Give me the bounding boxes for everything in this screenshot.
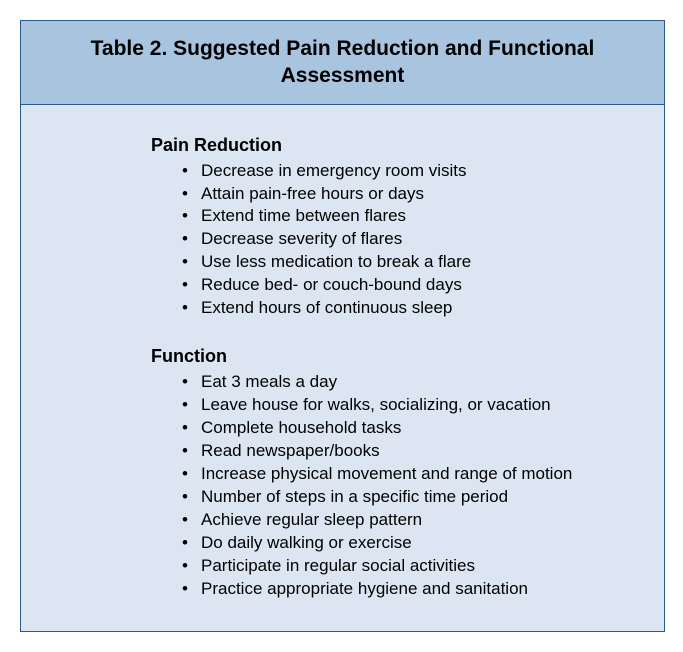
bullet-icon: • — [151, 555, 201, 578]
item-text: Practice appropriate hygiene and sanitat… — [201, 578, 644, 601]
list-item: •Practice appropriate hygiene and sanita… — [151, 578, 644, 601]
list-item: •Extend hours of continuous sleep — [151, 297, 644, 320]
item-text: Read newspaper/books — [201, 440, 644, 463]
assessment-table: Table 2. Suggested Pain Reduction and Fu… — [20, 20, 665, 632]
bullet-icon: • — [151, 160, 201, 183]
item-text: Attain pain-free hours or days — [201, 183, 644, 206]
bullet-icon: • — [151, 463, 201, 486]
item-text: Use less medication to break a flare — [201, 251, 644, 274]
bullet-icon: • — [151, 440, 201, 463]
list-item: •Attain pain-free hours or days — [151, 183, 644, 206]
item-text: Increase physical movement and range of … — [201, 463, 644, 486]
item-text: Do daily walking or exercise — [201, 532, 644, 555]
bullet-icon: • — [151, 371, 201, 394]
bullet-icon: • — [151, 394, 201, 417]
bullet-icon: • — [151, 251, 201, 274]
item-text: Extend time between flares — [201, 205, 644, 228]
bullet-icon: • — [151, 578, 201, 601]
bullet-icon: • — [151, 205, 201, 228]
bullet-icon: • — [151, 417, 201, 440]
section-function: Function •Eat 3 meals a day •Leave house… — [151, 346, 644, 600]
list-item: •Extend time between flares — [151, 205, 644, 228]
list-item: •Do daily walking or exercise — [151, 532, 644, 555]
item-text: Achieve regular sleep pattern — [201, 509, 644, 532]
item-text: Reduce bed- or couch-bound days — [201, 274, 644, 297]
section-pain-reduction: Pain Reduction •Decrease in emergency ro… — [151, 135, 644, 321]
item-text: Number of steps in a specific time perio… — [201, 486, 644, 509]
list-item: •Decrease in emergency room visits — [151, 160, 644, 183]
item-text: Decrease severity of flares — [201, 228, 644, 251]
table-title: Table 2. Suggested Pain Reduction and Fu… — [41, 35, 644, 90]
bullet-icon: • — [151, 509, 201, 532]
list-item: •Leave house for walks, socializing, or … — [151, 394, 644, 417]
bullet-icon: • — [151, 297, 201, 320]
item-text: Eat 3 meals a day — [201, 371, 644, 394]
item-text: Leave house for walks, socializing, or v… — [201, 394, 644, 417]
item-list: •Eat 3 meals a day •Leave house for walk… — [151, 371, 644, 600]
list-item: •Increase physical movement and range of… — [151, 463, 644, 486]
item-text: Participate in regular social activities — [201, 555, 644, 578]
list-item: •Number of steps in a specific time peri… — [151, 486, 644, 509]
item-text: Extend hours of continuous sleep — [201, 297, 644, 320]
list-item: •Decrease severity of flares — [151, 228, 644, 251]
list-item: •Read newspaper/books — [151, 440, 644, 463]
item-list: •Decrease in emergency room visits •Atta… — [151, 160, 644, 321]
list-item: •Complete household tasks — [151, 417, 644, 440]
list-item: •Use less medication to break a flare — [151, 251, 644, 274]
bullet-icon: • — [151, 274, 201, 297]
list-item: •Reduce bed- or couch-bound days — [151, 274, 644, 297]
table-body: Pain Reduction •Decrease in emergency ro… — [21, 105, 664, 631]
section-heading: Pain Reduction — [151, 135, 644, 156]
bullet-icon: • — [151, 486, 201, 509]
list-item: •Participate in regular social activitie… — [151, 555, 644, 578]
table-header: Table 2. Suggested Pain Reduction and Fu… — [21, 21, 664, 105]
section-heading: Function — [151, 346, 644, 367]
bullet-icon: • — [151, 183, 201, 206]
bullet-icon: • — [151, 532, 201, 555]
bullet-icon: • — [151, 228, 201, 251]
item-text: Decrease in emergency room visits — [201, 160, 644, 183]
list-item: •Eat 3 meals a day — [151, 371, 644, 394]
list-item: •Achieve regular sleep pattern — [151, 509, 644, 532]
item-text: Complete household tasks — [201, 417, 644, 440]
